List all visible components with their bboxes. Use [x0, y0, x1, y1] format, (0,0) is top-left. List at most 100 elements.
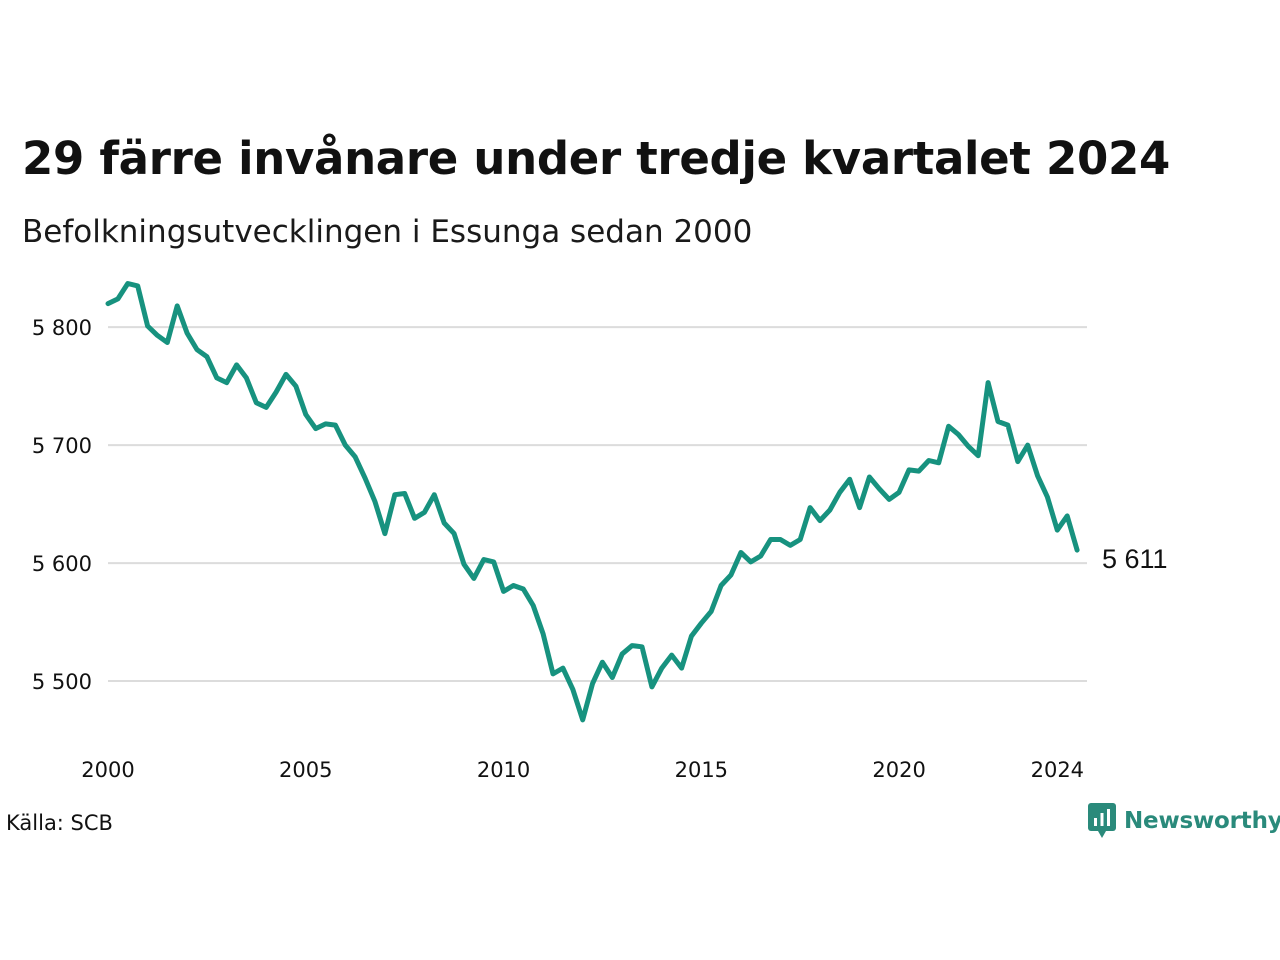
data-point	[521, 587, 525, 591]
data-point	[1065, 514, 1069, 518]
data-point	[769, 538, 773, 541]
data-point	[482, 558, 486, 561]
data-point	[561, 666, 565, 670]
data-point	[442, 521, 446, 525]
data-point	[739, 551, 743, 554]
data-point	[650, 685, 654, 689]
data-point	[136, 284, 140, 288]
data-point	[462, 562, 466, 566]
data-point	[917, 469, 921, 473]
x-tick-label: 2010	[477, 758, 530, 782]
x-tick-label: 2024	[1031, 758, 1084, 782]
data-point	[393, 493, 397, 497]
data-point	[304, 413, 308, 416]
data-point	[324, 422, 328, 426]
x-tick-label: 2005	[279, 758, 332, 782]
data-point	[492, 560, 496, 564]
x-axis-ticks: 2000 2005 2010 2015 2020 2024	[81, 758, 1084, 782]
data-point	[185, 331, 189, 335]
data-point	[620, 652, 624, 656]
data-point	[531, 604, 535, 607]
last-value-label: 5 611	[1102, 544, 1168, 574]
chart-title: 29 färre invånare under tredje kvartalet…	[22, 132, 1171, 185]
data-point	[986, 381, 990, 385]
data-point	[927, 459, 931, 462]
data-point	[630, 644, 634, 648]
data-point	[511, 584, 515, 587]
y-tick-label: 5 600	[32, 552, 92, 576]
data-point	[195, 348, 199, 352]
data-point	[828, 508, 832, 512]
data-point	[1006, 423, 1010, 427]
data-point	[403, 492, 407, 495]
y-axis-ticks: 5 500 5 600 5 700 5 800	[32, 316, 92, 694]
data-point	[858, 506, 862, 510]
series-line	[105, 281, 1080, 723]
data-point	[333, 423, 337, 427]
data-point	[907, 468, 911, 472]
data-point	[887, 497, 891, 501]
data-point	[432, 493, 436, 497]
data-point	[1045, 495, 1049, 499]
brand-logo: Newsworthy	[1088, 803, 1280, 839]
data-point	[264, 405, 268, 409]
data-point	[1016, 460, 1020, 464]
data-point	[699, 621, 703, 625]
data-point	[215, 376, 219, 380]
data-point	[502, 589, 506, 593]
data-point	[788, 543, 792, 547]
data-point	[551, 672, 555, 676]
data-point	[472, 576, 476, 580]
y-tick-label: 5 500	[32, 670, 92, 694]
data-point	[155, 333, 159, 337]
data-point	[165, 341, 169, 344]
data-point	[422, 510, 426, 514]
data-point	[966, 444, 970, 448]
data-point	[947, 424, 951, 428]
data-point	[225, 381, 229, 385]
data-point	[818, 519, 822, 523]
data-point	[294, 384, 298, 388]
chart-subtitle: Befolkningsutvecklingen i Essunga sedan …	[22, 214, 753, 250]
data-point	[413, 516, 417, 520]
data-point	[660, 666, 664, 670]
data-point	[363, 476, 367, 480]
data-point	[1055, 528, 1059, 532]
data-point	[541, 632, 545, 636]
data-point	[314, 427, 318, 431]
y-tick-label: 5 700	[32, 434, 92, 458]
data-point	[996, 420, 1000, 423]
data-point	[383, 532, 387, 536]
data-point	[571, 687, 575, 691]
data-point	[640, 645, 644, 649]
source-note: Källa: SCB	[6, 811, 113, 835]
data-point	[205, 355, 209, 359]
data-point	[937, 461, 941, 465]
data-point	[373, 500, 377, 504]
data-point	[126, 282, 130, 285]
data-point	[244, 376, 248, 380]
data-point	[284, 372, 288, 376]
data-point	[610, 676, 614, 679]
data-point	[680, 666, 684, 670]
data-point	[956, 433, 960, 436]
data-point	[729, 573, 733, 577]
data-point	[848, 477, 852, 481]
data-point	[581, 718, 585, 722]
data-point	[600, 660, 604, 664]
data-point	[235, 363, 239, 367]
data-point	[591, 681, 595, 685]
data-point	[877, 487, 881, 491]
data-point	[1075, 548, 1079, 552]
data-point	[867, 475, 871, 479]
data-point	[709, 609, 713, 613]
x-tick-label: 2020	[872, 758, 925, 782]
data-point	[897, 490, 901, 494]
brand-name: Newsworthy	[1124, 808, 1280, 834]
data-point	[1036, 474, 1040, 478]
data-point	[343, 443, 347, 447]
x-tick-label: 2000	[81, 758, 134, 782]
data-point	[106, 302, 110, 306]
y-tick-label: 5 800	[32, 316, 92, 340]
